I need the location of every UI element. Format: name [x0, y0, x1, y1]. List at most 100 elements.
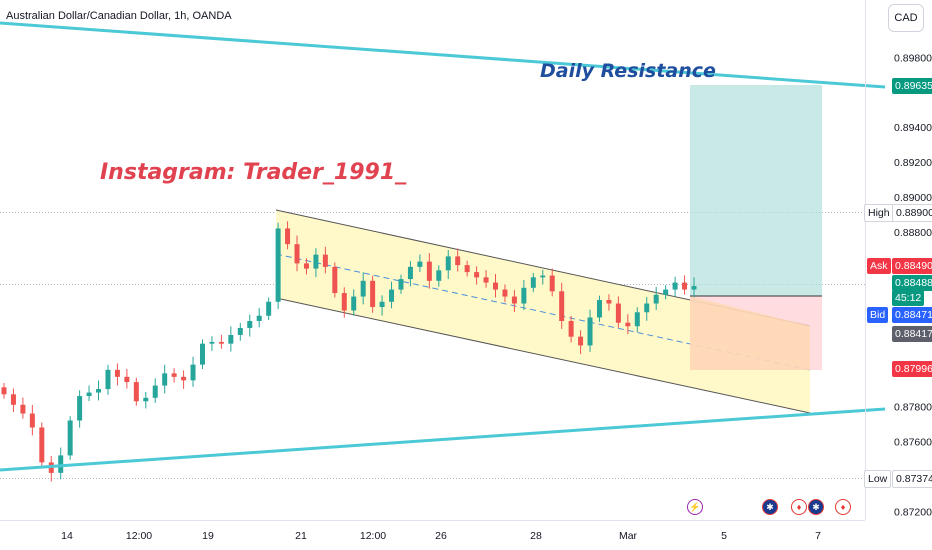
candle-body — [634, 312, 640, 327]
low-price-tag: 0.87374 — [892, 470, 932, 488]
candle-body — [370, 280, 376, 308]
candle-body — [199, 343, 205, 365]
high-price-tag: 0.88900 — [892, 204, 932, 222]
candle-body — [39, 427, 45, 463]
stop-price-tag: 0.87996 — [892, 361, 932, 377]
ask-price-tag: 0.88490 — [892, 258, 932, 274]
candle-body — [351, 296, 357, 311]
candle-body — [379, 301, 385, 308]
instagram-annotation: Instagram: Trader_1991_ — [100, 160, 407, 185]
candle-body — [237, 327, 243, 335]
candle-body — [521, 287, 527, 304]
candle-body — [143, 397, 149, 402]
candle-body — [530, 277, 536, 288]
candle-body — [86, 392, 92, 397]
candle-body — [426, 261, 432, 281]
candle-body — [663, 289, 669, 295]
candle-body — [58, 455, 64, 473]
candle-body — [285, 228, 291, 245]
time-tick-label: 28 — [530, 530, 542, 542]
bid-label-tag: Bid — [867, 307, 889, 323]
candle-body — [96, 389, 102, 393]
candle-body — [1, 387, 7, 395]
au-star-glyph-2: ✱ — [812, 501, 820, 512]
candle-body — [483, 277, 489, 283]
ca-flag-event-icon-1[interactable]: ♦ — [791, 499, 807, 515]
ca-flag-event-icon-2[interactable]: ♦ — [835, 499, 851, 515]
price-tick-label: 0.87200 — [894, 506, 932, 518]
candle-body — [29, 413, 35, 428]
candle-body — [218, 341, 224, 344]
candle-body — [114, 369, 120, 377]
symbol-title[interactable]: Australian Dollar/Canadian Dollar, 1h, O… — [6, 10, 232, 22]
candle-body — [682, 282, 688, 290]
time-axis: 14 12:00 19 21 12:00 26 28 Mar 5 7 — [61, 530, 821, 542]
candle-body — [332, 266, 338, 294]
candle-body — [171, 373, 177, 377]
candle-body — [455, 256, 461, 266]
daily-resistance-trendline — [0, 21, 886, 89]
candle-body — [644, 303, 650, 313]
bar-countdown-tag: 45:12 — [892, 290, 925, 306]
high-label-tag: High — [864, 204, 894, 222]
candle-body — [303, 263, 309, 269]
candle-body — [568, 320, 574, 337]
prev-close-tag: 0.88417 — [892, 326, 932, 342]
candle-body — [436, 270, 442, 281]
candle-body — [152, 385, 158, 398]
time-tick-label: Mar — [619, 530, 638, 542]
daily-resistance-annotation: Daily Resistance — [540, 60, 716, 82]
candle-body — [162, 373, 168, 386]
time-tick-label: 12:00 — [360, 530, 386, 542]
candle-body — [691, 286, 697, 290]
candle-body — [502, 289, 508, 297]
candle-body — [625, 322, 631, 327]
target-zone — [690, 85, 822, 296]
candle-body — [417, 261, 423, 267]
candle-body — [511, 296, 517, 304]
time-tick-label: 7 — [815, 530, 821, 542]
price-tick-label: 0.89400 — [894, 122, 932, 134]
candle-body — [77, 396, 83, 421]
candle-body — [266, 301, 272, 316]
candle-body — [10, 394, 16, 405]
candles-group — [1, 221, 697, 482]
time-tick-label: 14 — [61, 530, 73, 542]
candle-body — [247, 320, 253, 328]
currency-button[interactable]: CAD — [888, 4, 924, 32]
flash-event-icon[interactable]: ⚡ — [687, 499, 703, 515]
time-tick-label: 12:00 — [126, 530, 152, 542]
candle-body — [653, 294, 659, 304]
candle-body — [256, 315, 262, 321]
candle-body — [407, 266, 413, 280]
candle-body — [133, 382, 139, 402]
support-trendline — [0, 407, 886, 472]
price-axis: 0.89800 0.89400 0.89200 0.89000 0.88800 0.878… — [894, 52, 932, 518]
au-flag-event-icon[interactable]: ✱ — [762, 499, 778, 515]
candle-body — [190, 364, 196, 381]
price-tick-label: 0.89800 — [894, 52, 932, 64]
au-star-glyph: ✱ — [766, 501, 774, 512]
candle-body — [322, 254, 328, 267]
candle-body — [389, 289, 395, 302]
candle-body — [615, 303, 621, 323]
bid-price-tag: 0.88471 — [892, 307, 932, 323]
candle-body — [181, 376, 187, 381]
candle-body — [67, 420, 73, 456]
candle-body — [445, 256, 451, 271]
entry-overlap-zone — [690, 296, 810, 370]
candle-body — [596, 300, 602, 318]
au-flag-event-icon-2[interactable]: ✱ — [808, 499, 824, 515]
time-tick-label: 26 — [435, 530, 447, 542]
candle-body — [474, 272, 480, 278]
candle-body — [398, 279, 404, 290]
candle-body — [549, 275, 555, 292]
price-tick-label: 0.88800 — [894, 227, 932, 239]
price-tick-label: 0.89200 — [894, 157, 932, 169]
price-tick-label: 0.87800 — [894, 402, 932, 414]
low-label-tag: Low — [864, 470, 892, 488]
candle-body — [464, 265, 470, 273]
candle-body — [313, 254, 319, 269]
candle-body — [578, 336, 584, 346]
